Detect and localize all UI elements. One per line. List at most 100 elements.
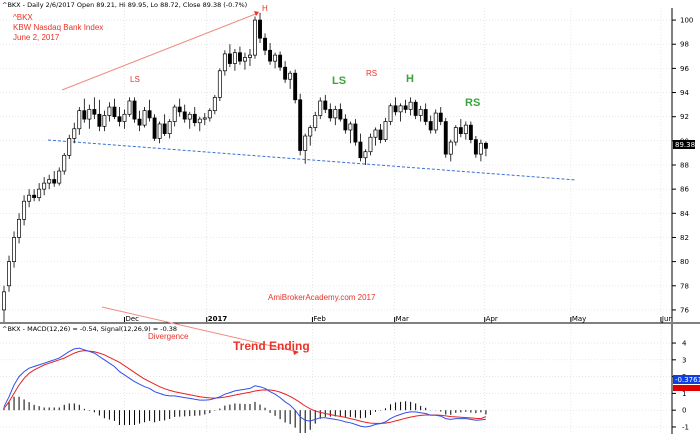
- candle-body: [62, 154, 67, 172]
- candle-body: [82, 110, 87, 120]
- macd-histogram: [3, 396, 487, 434]
- price-y-tick-label: 78: [680, 282, 689, 290]
- label-rs-big: RS: [465, 97, 480, 109]
- neckline-support: [47, 139, 577, 181]
- candle-body: [227, 53, 232, 64]
- macd-line: [3, 347, 486, 428]
- candle-body: [458, 127, 463, 134]
- title-date: June 2, 2017: [13, 33, 60, 42]
- candle-body: [207, 110, 212, 119]
- trend-lines: [47, 11, 577, 181]
- candle-body: [338, 109, 343, 120]
- candle-body: [253, 19, 257, 56]
- candle-body: [67, 138, 72, 156]
- candle-body: [167, 121, 172, 134]
- divergence-arrow: [293, 350, 299, 355]
- candle-body: [142, 110, 147, 126]
- candle-body: [182, 111, 187, 120]
- candle-body: [408, 101, 413, 110]
- x-tick-label: Jun: [661, 315, 673, 323]
- candle-body: [77, 110, 82, 130]
- candle-body: [463, 124, 468, 134]
- candle-body: [32, 194, 37, 198]
- macd-y-tick-label: -1: [682, 423, 689, 431]
- candle-body: [483, 142, 488, 149]
- label-divergence: Divergence: [148, 332, 189, 341]
- x-tick-label: 2017: [208, 315, 228, 323]
- macd-pane[interactable]: -101234 -0.37619 ^BKX - MACD(12,26) = -0…: [0, 306, 700, 434]
- price-grid: [0, 8, 672, 434]
- candle-body: [438, 112, 443, 122]
- candle-body: [283, 66, 288, 80]
- candle-body: [368, 136, 373, 153]
- label-rs-small: RS: [366, 69, 377, 78]
- last-price-label: 89.38: [675, 141, 695, 149]
- macd-last-bg: [673, 375, 700, 384]
- label-h-big: H: [406, 73, 414, 85]
- candle-body: [288, 72, 293, 80]
- candle-body: [112, 106, 117, 118]
- x-axis-labels: Dec 2017 Feb Mar Apr May Jun: [123, 315, 673, 323]
- candle-body: [268, 49, 273, 62]
- candle-body: [423, 109, 428, 122]
- candle-body: [22, 200, 27, 220]
- candle-body: [197, 118, 202, 124]
- candle-body: [232, 52, 237, 64]
- candle-body: [147, 110, 152, 119]
- candle-body: [187, 113, 192, 120]
- candle-body: [157, 123, 162, 139]
- candle-body: [162, 123, 167, 134]
- candle-body: [443, 121, 448, 155]
- candle-body: [378, 129, 383, 140]
- x-tick-label: Dec: [125, 315, 139, 323]
- candle-body: [237, 52, 242, 62]
- candle-body: [37, 188, 42, 198]
- candle-body: [172, 106, 177, 122]
- candle-body: [393, 105, 398, 113]
- candle-body: [263, 37, 267, 51]
- candle-body: [248, 54, 252, 58]
- candle-body: [328, 109, 333, 119]
- price-y-tick-labels: 767880828486889092949698100: [672, 17, 693, 314]
- price-y-tick-label: 76: [680, 306, 689, 314]
- price-y-tick-label: 88: [680, 162, 689, 170]
- candle-body: [473, 139, 478, 155]
- macd-y-tick-label: 0: [682, 407, 686, 415]
- candle-body: [403, 105, 408, 110]
- candle-body: [318, 100, 323, 116]
- candle-body: [323, 100, 328, 110]
- price-y-tick-label: 96: [680, 65, 689, 73]
- candle-body: [388, 105, 393, 122]
- candle-body: [117, 116, 122, 122]
- candle-body: [52, 179, 57, 184]
- label-ls-big: LS: [332, 75, 346, 87]
- candle-body: [273, 54, 278, 62]
- upper-trend-line: [61, 12, 259, 91]
- candle-body: [433, 112, 438, 131]
- macd-header: ^BKX - MACD(12,26) = -0.54, Signal(12,26…: [2, 325, 177, 333]
- macd-y-tick-label: 4: [682, 340, 687, 348]
- candle-body: [57, 170, 62, 184]
- candle-body: [72, 128, 77, 139]
- candle-body: [2, 291, 6, 311]
- candle-body: [373, 129, 378, 138]
- candle-body: [448, 141, 453, 155]
- candle-body: [343, 118, 348, 131]
- macd-last-label: -0.37619: [675, 376, 700, 384]
- price-y-tick-label: 86: [680, 186, 689, 194]
- signal-line: [3, 350, 487, 424]
- candle-body: [468, 124, 473, 140]
- divergence-line: [101, 306, 299, 353]
- candle-body: [313, 115, 318, 128]
- macd-last-tag: -0.37619: [673, 375, 700, 391]
- candle-body: [308, 127, 313, 137]
- price-header: ^BKX - Daily 2/6/2017 Open 89.21, Hi 89.…: [2, 1, 247, 9]
- candle-body: [333, 109, 338, 119]
- upper-trend-arrow: [254, 11, 259, 16]
- price-y-tick-label: 80: [680, 258, 689, 266]
- candle-body: [192, 113, 197, 124]
- price-y-tick-label: 94: [680, 89, 689, 97]
- candle-body: [42, 182, 47, 190]
